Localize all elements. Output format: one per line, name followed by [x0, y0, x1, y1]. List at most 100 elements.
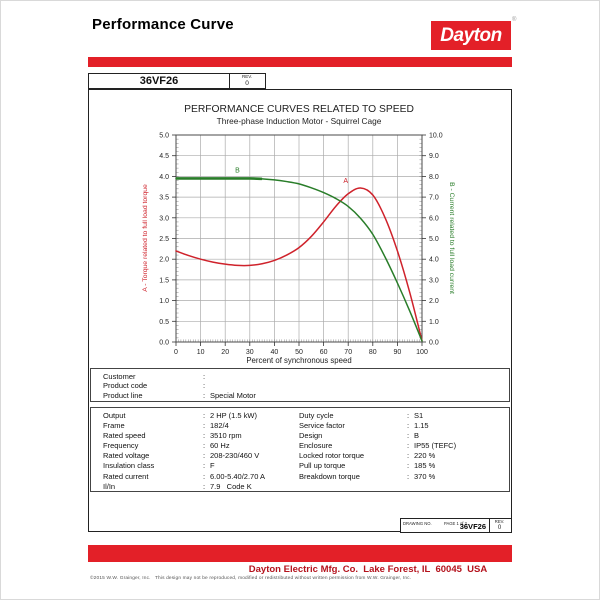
- spec-row: Rated voltage:208-230/460 V Locked rotor …: [91, 451, 509, 461]
- x-tick-label: 60: [320, 349, 328, 356]
- spec-label: Rated voltage: [103, 451, 150, 461]
- page-title: Performance Curve: [92, 16, 234, 33]
- spec-row: Frame:182/4 Service factor:1.15: [91, 421, 509, 431]
- drawing-rev-label: REV.: [494, 518, 505, 524]
- customer-info-row: Product line: Special Motor: [91, 391, 509, 401]
- colon: :: [203, 381, 206, 391]
- x-tick-label: 20: [221, 349, 229, 356]
- curve-label-A: A: [343, 178, 348, 185]
- right-tick-label: 6.0: [429, 215, 439, 222]
- right-tick-label: 10.0: [429, 133, 443, 140]
- left-tick-label: 2.0: [159, 257, 169, 264]
- model-number-box: 36VF26: [88, 73, 230, 89]
- spec-label: Locked rotor torque: [299, 451, 365, 461]
- colon: :: [407, 471, 410, 481]
- spec-value: 3510 rpm: [210, 430, 242, 440]
- revision-value: 0: [245, 79, 249, 87]
- spec-value: S1: [414, 410, 424, 420]
- left-tick-label: 5.0: [159, 133, 169, 140]
- colon: :: [407, 410, 410, 420]
- x-tick-label: 100: [416, 349, 428, 356]
- spec-row: Frequency:60 Hz Enclosure: IP55 (TEFC): [91, 441, 509, 451]
- chart-plot-area: 0 10 20 30 40 50 60 70 80 90 1000.00.51.01.52.02.5…: [159, 133, 442, 357]
- colon: :: [407, 420, 410, 430]
- colon: :: [203, 420, 206, 430]
- colon: :: [203, 471, 206, 481]
- left-tick-label: 4.0: [159, 174, 169, 181]
- right-tick-label: 2.0: [429, 298, 439, 305]
- spec-label: Output: [103, 410, 126, 420]
- right-tick-label: 5.0: [429, 236, 439, 243]
- left-tick-label: 2.5: [159, 236, 169, 243]
- customer-info-row: Product code:: [91, 381, 509, 391]
- spec-label: Rated current: [103, 471, 149, 481]
- colon: :: [203, 371, 206, 381]
- left-axis-label: A - Torque related to full load torque: [142, 184, 149, 292]
- spec-value: IP55 (TEFC): [414, 441, 457, 451]
- spec-label: Il/In: [103, 481, 116, 491]
- colon: :: [407, 451, 410, 461]
- spec-value: B: [414, 430, 420, 440]
- spec-row: Il/In:7.9 Code K: [91, 482, 509, 492]
- right-tick-label: 1.0: [429, 319, 439, 326]
- right-axis-label: B - Current related to full load current: [448, 182, 455, 294]
- x-tick-label: 0: [174, 349, 178, 356]
- footer-red-bar: [88, 545, 512, 562]
- curve-A-torque-related-to-full-load-torque: [175, 187, 423, 342]
- left-tick-label: 1.0: [159, 298, 169, 305]
- spec-row: Rated current:6.00-5.40/2.70 A Breakdown …: [91, 472, 509, 482]
- left-tick-label: 1.5: [159, 277, 169, 284]
- spec-label: Design: [299, 430, 323, 440]
- colon: :: [407, 461, 410, 471]
- colon: :: [203, 410, 206, 420]
- left-tick-label: 3.0: [159, 215, 169, 222]
- colon: :: [203, 451, 206, 461]
- info-label: Product line: [103, 390, 143, 400]
- x-tick-label: 90: [394, 349, 402, 356]
- colon: :: [407, 441, 410, 451]
- colon: :: [203, 441, 206, 451]
- spec-label: Service factor: [299, 420, 345, 430]
- specifications-box: Output:2 HP (1.5 kW) Duty cycle: S1 Frame:1…: [90, 407, 510, 492]
- spec-row: Output:2 HP (1.5 kW) Duty cycle: S1: [91, 411, 509, 421]
- left-tick-label: 0.5: [159, 319, 169, 326]
- spec-value: 182/4: [210, 420, 229, 430]
- chart-title: PERFORMANCE CURVES RELATED TO SPEED: [184, 104, 414, 115]
- drawing-number: 36VF26: [459, 521, 486, 531]
- colon: :: [203, 390, 206, 400]
- header-red-bar: [88, 57, 512, 67]
- drawing-rev-cell: REV. 0: [488, 519, 511, 532]
- spec-value: 370 %: [414, 471, 436, 481]
- customer-info-box: Customer: Product code: Product line: Speci…: [90, 368, 510, 402]
- spec-label: Enclosure: [299, 441, 333, 451]
- right-tick-label: 4.0: [429, 257, 439, 264]
- spec-value: 2 HP (1.5 kW): [210, 410, 257, 420]
- x-axis-label: Percent of synchronous speed: [246, 356, 351, 365]
- colon: :: [203, 481, 206, 491]
- dayton-logo: Dayton: [431, 21, 511, 50]
- right-tick-label: 9.0: [429, 153, 439, 160]
- spec-value: 6.00-5.40/2.70 A: [210, 471, 266, 481]
- drawing-rev-value: 0: [497, 524, 502, 531]
- spec-label: Breakdown torque: [299, 471, 360, 481]
- spec-label: Frequency: [103, 441, 139, 451]
- info-label: Product code: [103, 381, 148, 391]
- curve-B-current-related-to-full-load-current: [175, 177, 423, 342]
- colon: :: [203, 461, 206, 471]
- right-tick-label: 8.0: [429, 174, 439, 181]
- spec-row: Insulation class: F Pull up torque:185 %: [91, 461, 509, 471]
- right-tick-label: 7.0: [429, 195, 439, 202]
- spec-value: 7.9 Code K: [210, 481, 252, 491]
- spec-label: Rated speed: [103, 430, 146, 440]
- spec-value: 208-230/460 V: [210, 451, 260, 461]
- spec-value: F: [210, 461, 215, 471]
- spec-label: Pull up torque: [299, 461, 346, 471]
- company-address-line: Dayton Electric Mfg. Co. Lake Forest, IL…: [248, 564, 488, 575]
- copyright-notice: ©2015 W.W. Grainger, Inc. This design ma…: [90, 576, 412, 581]
- left-tick-label: 4.5: [159, 153, 169, 160]
- revision-box: REV. 0: [229, 73, 266, 89]
- dayton-logo-text: Dayton: [440, 24, 502, 46]
- page-indicator: PAGE 1 of 2: [444, 520, 467, 526]
- left-tick-label: 3.5: [159, 195, 169, 202]
- spec-value: 1.15: [414, 420, 429, 430]
